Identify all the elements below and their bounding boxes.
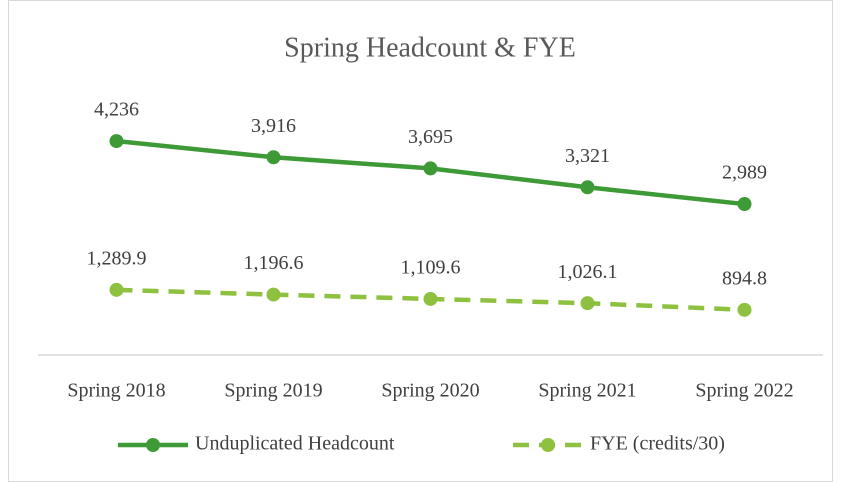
point-marker <box>423 161 438 176</box>
point-marker <box>109 134 124 149</box>
point-marker <box>266 150 281 165</box>
legend-label: FYE (credits/30) <box>590 433 725 455</box>
data-label: 3,916 <box>251 115 296 137</box>
legend-label: Unduplicated Headcount <box>195 433 395 455</box>
data-label: 894.8 <box>722 267 767 289</box>
legend-marker <box>541 438 555 452</box>
data-label: 1,026.1 <box>558 261 618 283</box>
point-marker <box>109 282 124 297</box>
chart-frame <box>8 0 833 482</box>
data-label: 3,321 <box>565 145 610 167</box>
point-marker <box>737 197 752 212</box>
data-label: 1,289.9 <box>87 247 147 269</box>
x-tick-label: Spring 2018 <box>67 380 165 402</box>
x-tick-label: Spring 2021 <box>538 380 636 402</box>
point-marker <box>423 291 438 306</box>
x-tick-label: Spring 2022 <box>695 380 793 402</box>
data-label: 2,989 <box>722 162 767 184</box>
point-marker <box>580 296 595 311</box>
legend-marker <box>146 438 160 452</box>
data-label: 4,236 <box>94 99 139 121</box>
data-label: 3,695 <box>408 126 453 148</box>
point-marker <box>580 180 595 195</box>
chart-title: Spring Headcount & FYE <box>284 32 576 63</box>
point-marker <box>737 302 752 317</box>
data-label: 1,109.6 <box>401 257 461 279</box>
x-tick-label: Spring 2019 <box>224 380 322 402</box>
x-tick-label: Spring 2020 <box>381 380 479 402</box>
point-marker <box>266 287 281 302</box>
data-label: 1,196.6 <box>244 252 304 274</box>
